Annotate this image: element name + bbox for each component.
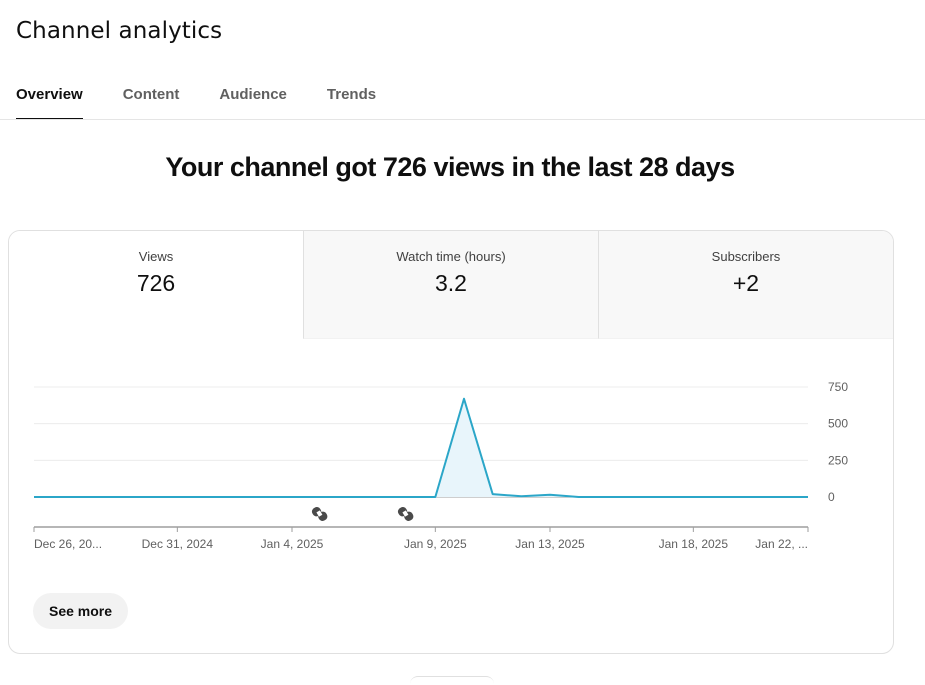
views-chart[interactable]: 0 250 500 750 Dec 26, 20... Dec 31, 2024 Jan 4… [9, 339, 893, 579]
metric-label: Views [138, 249, 174, 264]
tabs-divider [0, 119, 925, 120]
tab-audience[interactable]: Audience [219, 86, 287, 103]
metric-tabs: Views 726 Watch time (hours) 3.2 Subscri… [9, 231, 893, 339]
y-tick-label: 500 [828, 417, 848, 431]
x-tick-label: Jan 9, 2025 [404, 537, 467, 551]
y-tick-label: 0 [828, 490, 835, 504]
metric-value: +2 [732, 270, 760, 296]
series-area [34, 398, 808, 497]
metric-label: Subscribers [711, 249, 781, 264]
see-more-button[interactable]: See more [33, 593, 129, 629]
bottom-element-edge [410, 676, 494, 685]
x-tick-label: Jan 18, 2025 [659, 537, 729, 551]
x-tick-label: Jan 13, 2025 [515, 537, 585, 551]
y-tick-label: 750 [828, 380, 848, 394]
metric-subscribers[interactable]: Subscribers +2 [598, 231, 893, 339]
x-tick-label: Dec 31, 2024 [142, 537, 214, 551]
tab-content[interactable]: Content [122, 86, 180, 103]
tab-overview[interactable]: Overview [16, 72, 83, 120]
metric-value: 3.2 [435, 270, 467, 296]
page-title: Channel analytics [16, 18, 223, 44]
metric-value: 726 [136, 270, 176, 296]
x-tick-label: Jan 4, 2025 [261, 537, 324, 551]
series-line [34, 397, 808, 498]
shorts-icon[interactable] [310, 504, 328, 524]
x-tick-label: Jan 22, ... [755, 537, 808, 551]
metric-label: Watch time (hours) [396, 249, 506, 264]
tab-trends[interactable]: Trends [326, 86, 377, 103]
metric-watch-time[interactable]: Watch time (hours) 3.2 [303, 231, 598, 339]
x-tick-label: Dec 26, 20... [34, 537, 102, 551]
tab-bar: Overview Content Audience Trends [16, 72, 925, 120]
shorts-icon[interactable] [396, 504, 414, 524]
y-tick-label: 250 [828, 453, 848, 467]
headline: Your channel got 726 views in the last 2… [165, 152, 735, 182]
analytics-card: Views 726 Watch time (hours) 3.2 Subscri… [8, 230, 894, 654]
metric-views[interactable]: Views 726 [9, 231, 303, 339]
